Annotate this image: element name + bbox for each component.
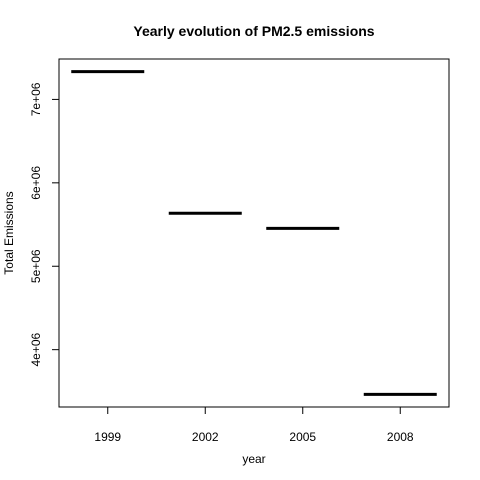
x-axis: 1999 2002 2005 2008 bbox=[94, 407, 414, 444]
x-tick-label: 2005 bbox=[289, 430, 316, 444]
x-tick-label: 2008 bbox=[387, 430, 414, 444]
y-tick-label: 4e+06 bbox=[29, 332, 43, 366]
x-tick-label: 2002 bbox=[192, 430, 219, 444]
y-axis-title: Total Emissions bbox=[2, 191, 16, 274]
y-axis: 4e+06 5e+06 6e+06 7e+06 bbox=[29, 82, 59, 367]
y-tick-label: 7e+06 bbox=[29, 82, 43, 116]
x-axis-title: year bbox=[242, 452, 265, 466]
plot-frame bbox=[58, 58, 450, 408]
chart-title: Yearly evolution of PM2.5 emissions bbox=[133, 23, 374, 39]
y-tick-label: 5e+06 bbox=[29, 249, 43, 283]
y-tick-label: 6e+06 bbox=[29, 166, 43, 200]
x-tick-label: 1999 bbox=[94, 430, 121, 444]
data-marks bbox=[71, 70, 437, 396]
